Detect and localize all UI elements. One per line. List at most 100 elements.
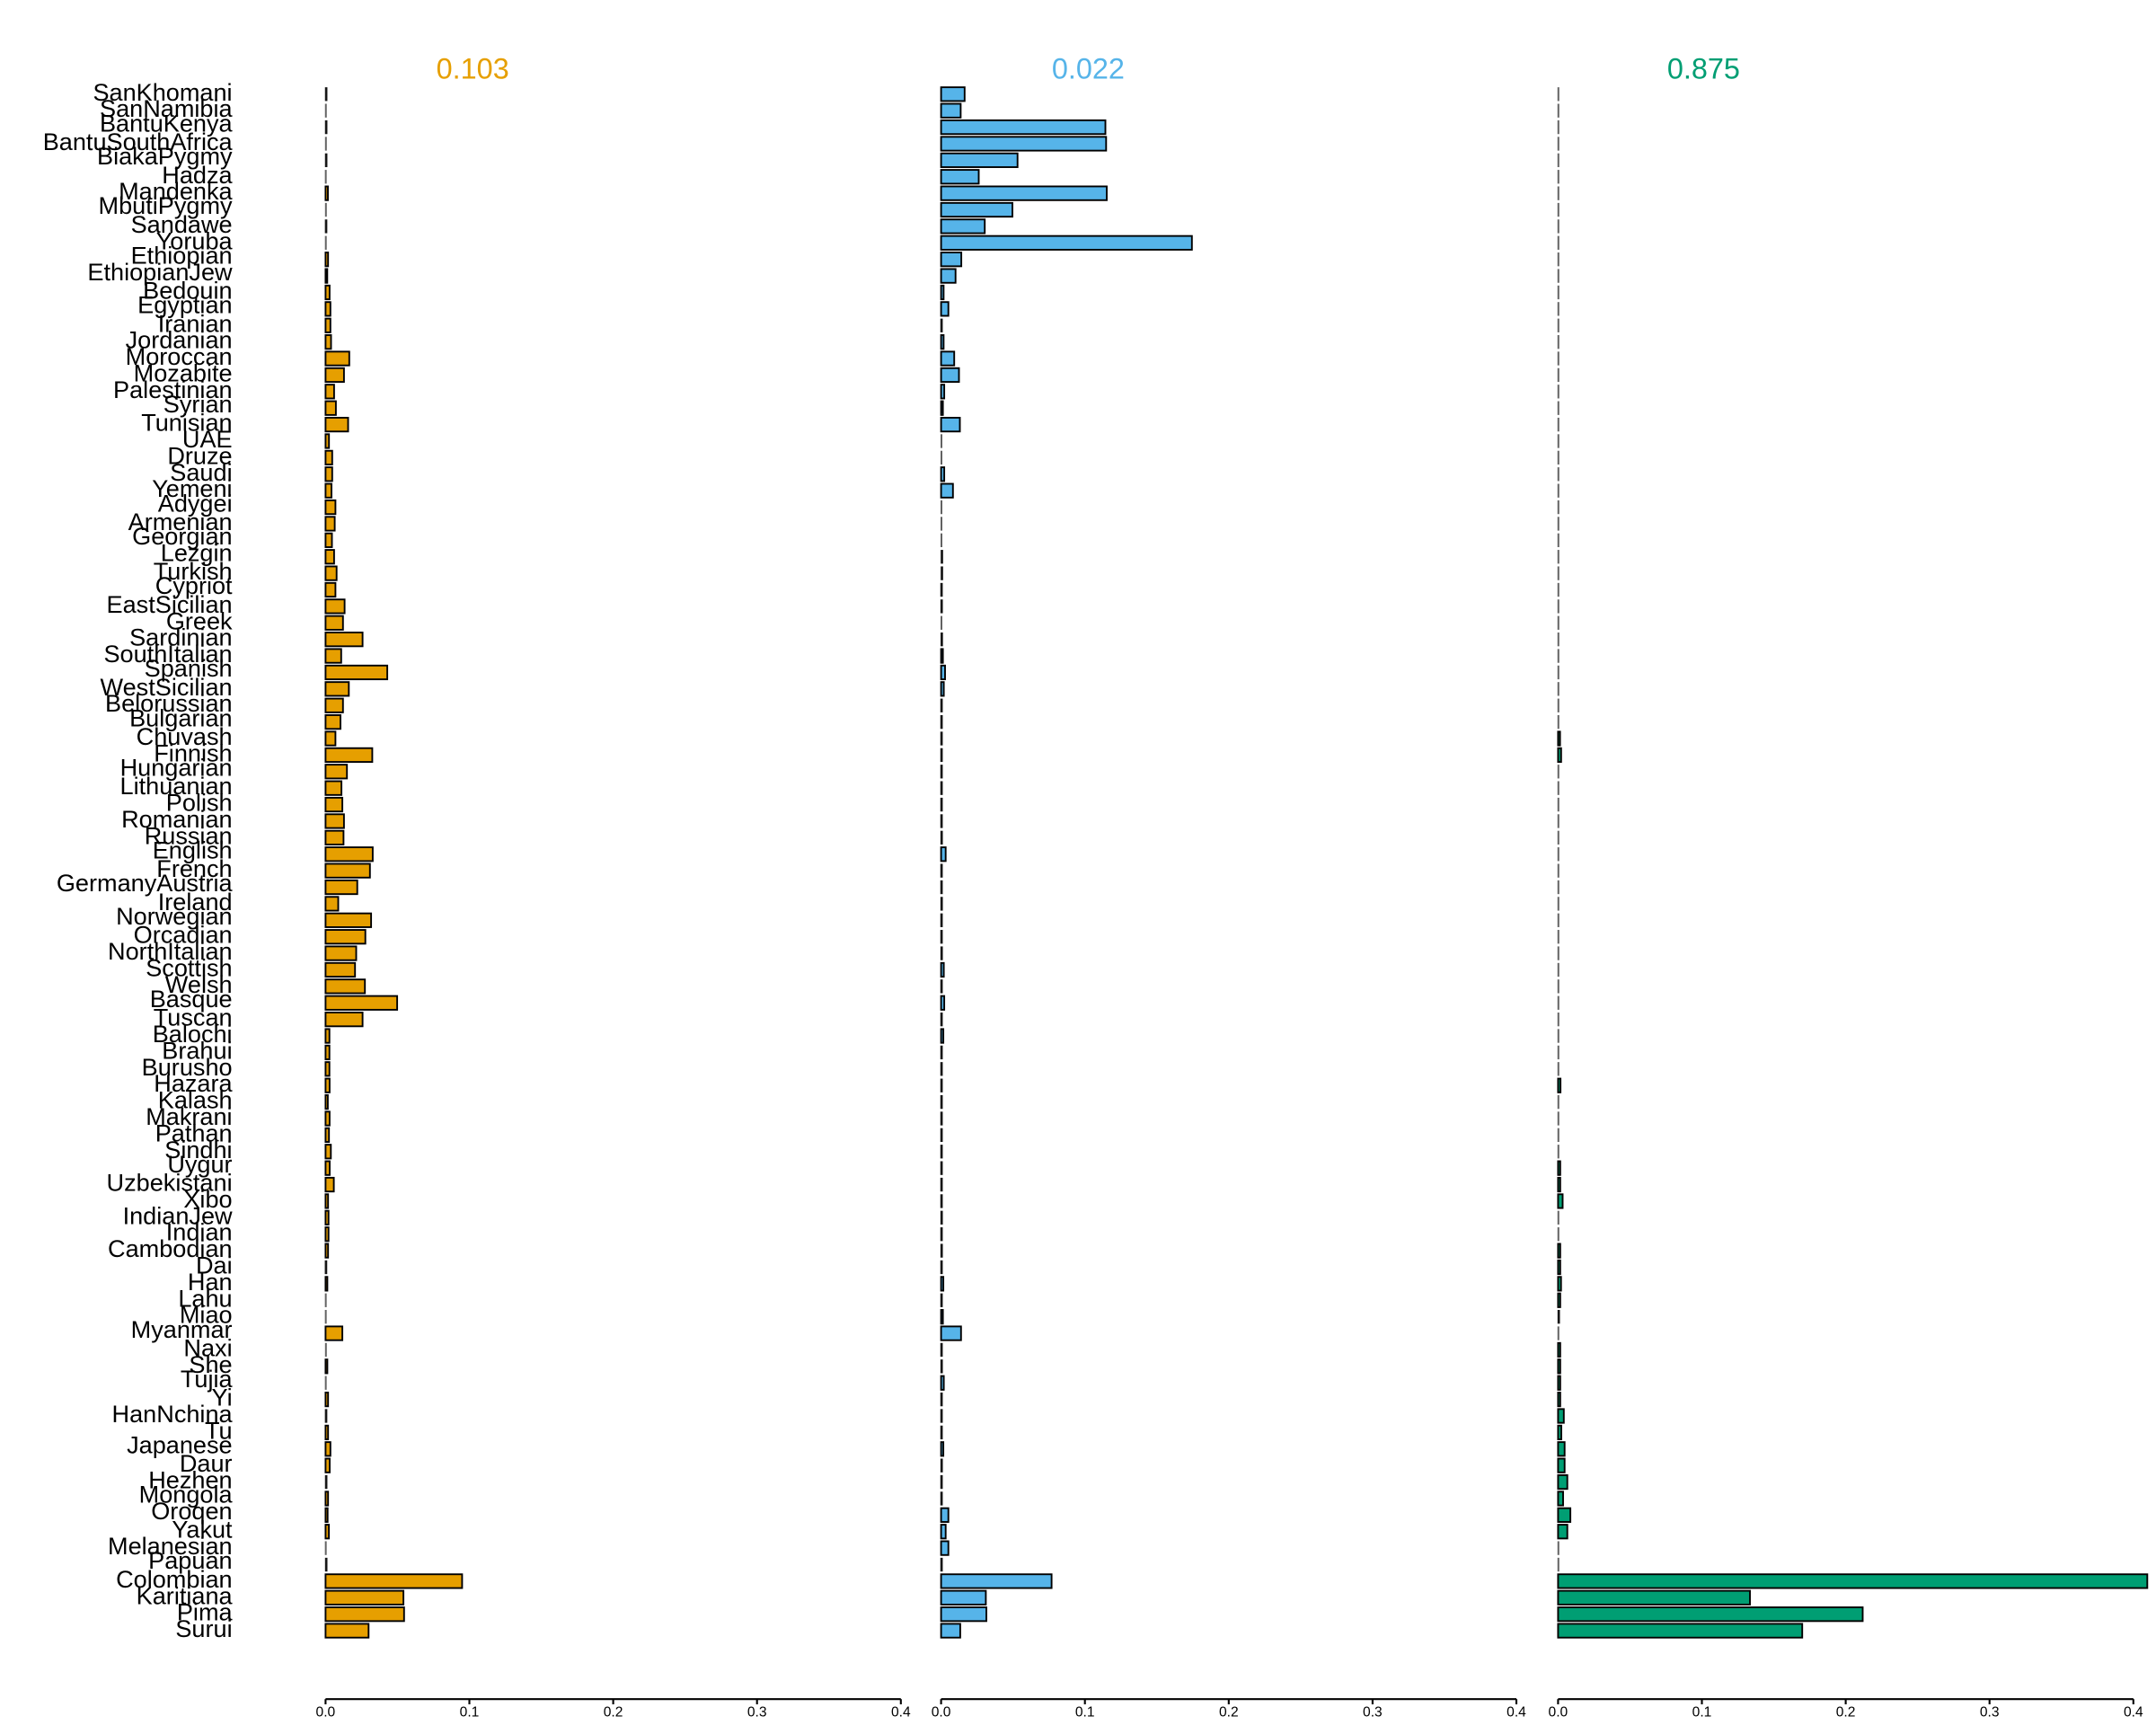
svg-text:Kalash: Kalash [158, 1086, 233, 1114]
svg-text:English: English [153, 836, 233, 863]
svg-text:French: French [156, 854, 232, 882]
svg-text:Karitiana: Karitiana [137, 1581, 234, 1609]
svg-text:0.1: 0.1 [1692, 1704, 1712, 1720]
svg-text:SouthItalian: SouthItalian [103, 640, 232, 668]
svg-text:Basque: Basque [150, 985, 233, 1013]
svg-text:She: She [189, 1350, 232, 1378]
svg-text:Hadza: Hadza [162, 161, 233, 189]
svg-text:Lahu: Lahu [178, 1284, 232, 1312]
svg-text:0.3: 0.3 [1363, 1704, 1383, 1720]
svg-text:IndianJew: IndianJew [123, 1201, 233, 1229]
svg-text:Hungarian: Hungarian [120, 753, 233, 781]
svg-text:Adygei: Adygei [158, 489, 233, 517]
svg-text:0.4: 0.4 [891, 1704, 911, 1720]
svg-text:Tu: Tu [205, 1416, 233, 1444]
svg-text:MbutiPygmy: MbutiPygmy [99, 191, 234, 219]
svg-text:Cambodian: Cambodian [108, 1234, 233, 1262]
svg-text:Greek: Greek [166, 606, 233, 634]
svg-text:Japanese: Japanese [127, 1430, 233, 1458]
svg-text:NorthItalian: NorthItalian [108, 937, 233, 965]
svg-text:Sindhi: Sindhi [164, 1136, 232, 1163]
svg-text:Surui: Surui [175, 1614, 232, 1642]
svg-text:Tunisian: Tunisian [141, 409, 232, 437]
svg-text:Druze: Druze [167, 441, 232, 469]
svg-text:Spanish: Spanish [145, 654, 233, 682]
svg-text:Lezgin: Lezgin [161, 538, 233, 566]
svg-text:0.1: 0.1 [460, 1704, 480, 1720]
svg-text:Uzbekistani: Uzbekistani [107, 1169, 233, 1197]
svg-text:Turkish: Turkish [154, 557, 233, 585]
svg-text:0.2: 0.2 [1219, 1704, 1239, 1720]
svg-text:Balochi: Balochi [153, 1020, 233, 1048]
svg-text:Sardinian: Sardinian [129, 624, 232, 651]
svg-text:Welsh: Welsh [165, 970, 233, 998]
svg-text:0.0: 0.0 [932, 1704, 951, 1720]
svg-text:0.2: 0.2 [604, 1704, 623, 1720]
svg-text:Armenian: Armenian [128, 508, 233, 535]
svg-text:HanNchina: HanNchina [112, 1400, 234, 1428]
svg-text:Pima: Pima [177, 1598, 234, 1626]
svg-text:Hezhen: Hezhen [148, 1466, 232, 1494]
svg-text:Xibo: Xibo [183, 1185, 232, 1213]
svg-text:Palestinian: Palestinian [113, 376, 233, 403]
svg-text:Yemeni: Yemeni [152, 474, 232, 502]
svg-text:Ireland: Ireland [158, 888, 233, 916]
svg-text:Jordanian: Jordanian [126, 326, 233, 354]
svg-text:Brahui: Brahui [162, 1036, 232, 1064]
svg-text:Bulgarian: Bulgarian [129, 703, 232, 731]
svg-text:Daur: Daur [180, 1449, 233, 1477]
svg-text:Dai: Dai [196, 1251, 233, 1278]
svg-text:Makrani: Makrani [146, 1102, 232, 1130]
svg-text:Finnish: Finnish [154, 739, 232, 766]
svg-text:Norwegian: Norwegian [116, 902, 233, 930]
svg-text:0.0: 0.0 [1549, 1704, 1568, 1720]
svg-text:Russian: Russian [145, 821, 233, 849]
svg-text:Egyptian: Egyptian [137, 291, 232, 319]
svg-text:Myanmar: Myanmar [131, 1315, 233, 1343]
svg-text:0.3: 0.3 [747, 1704, 767, 1720]
svg-text:Sandawe: Sandawe [131, 210, 233, 238]
svg-text:UAE: UAE [182, 425, 233, 453]
svg-text:Romanian: Romanian [121, 805, 233, 833]
svg-text:Mozabite: Mozabite [134, 358, 233, 386]
svg-text:0.2: 0.2 [1836, 1704, 1856, 1720]
svg-text:Tujia: Tujia [181, 1365, 234, 1393]
svg-text:BantuKenya: BantuKenya [100, 109, 234, 137]
svg-text:0.875: 0.875 [1667, 53, 1740, 85]
svg-text:Moroccan: Moroccan [126, 342, 233, 370]
svg-text:Lithuanian: Lithuanian [120, 772, 233, 800]
svg-text:Miao: Miao [180, 1301, 233, 1329]
svg-text:Hazara: Hazara [154, 1069, 233, 1097]
svg-text:Bedouin: Bedouin [143, 276, 232, 304]
svg-text:0.1: 0.1 [1075, 1704, 1095, 1720]
svg-text:Pathan: Pathan [155, 1119, 233, 1146]
svg-text:Belorussian: Belorussian [105, 689, 233, 717]
svg-text:WestSicilian: WestSicilian [101, 673, 233, 701]
svg-text:0.103: 0.103 [437, 53, 509, 85]
svg-text:Indian: Indian [166, 1218, 233, 1246]
svg-text:EthiopianJew: EthiopianJew [87, 258, 233, 286]
svg-text:BiakaPygmy: BiakaPygmy [97, 142, 233, 170]
svg-text:Scottish: Scottish [146, 953, 232, 981]
svg-text:0.4: 0.4 [2124, 1704, 2143, 1720]
svg-text:Yi: Yi [212, 1384, 233, 1411]
svg-text:0.3: 0.3 [1980, 1704, 2000, 1720]
svg-text:Georgian: Georgian [132, 522, 232, 550]
svg-text:Oroqen: Oroqen [151, 1497, 232, 1525]
svg-text:GermanyAustria: GermanyAustria [57, 869, 234, 897]
svg-text:Han: Han [188, 1268, 233, 1296]
svg-text:SanKhomani: SanKhomani [93, 78, 232, 106]
svg-text:0.0: 0.0 [316, 1704, 336, 1720]
svg-text:Naxi: Naxi [183, 1333, 232, 1361]
svg-text:Orcadian: Orcadian [134, 921, 233, 949]
svg-text:Burusho: Burusho [142, 1053, 233, 1081]
svg-text:0.4: 0.4 [1507, 1704, 1526, 1720]
svg-text:Colombian: Colombian [116, 1565, 233, 1593]
svg-text:Polish: Polish [166, 789, 233, 817]
svg-text:Iranian: Iranian [158, 309, 233, 337]
svg-text:Yoruba: Yoruba [156, 226, 234, 254]
svg-text:Mongola: Mongola [139, 1481, 234, 1508]
svg-text:SanNamibia: SanNamibia [100, 94, 234, 122]
svg-text:EastSicilian: EastSicilian [107, 590, 233, 618]
svg-text:0.022: 0.022 [1052, 53, 1125, 85]
